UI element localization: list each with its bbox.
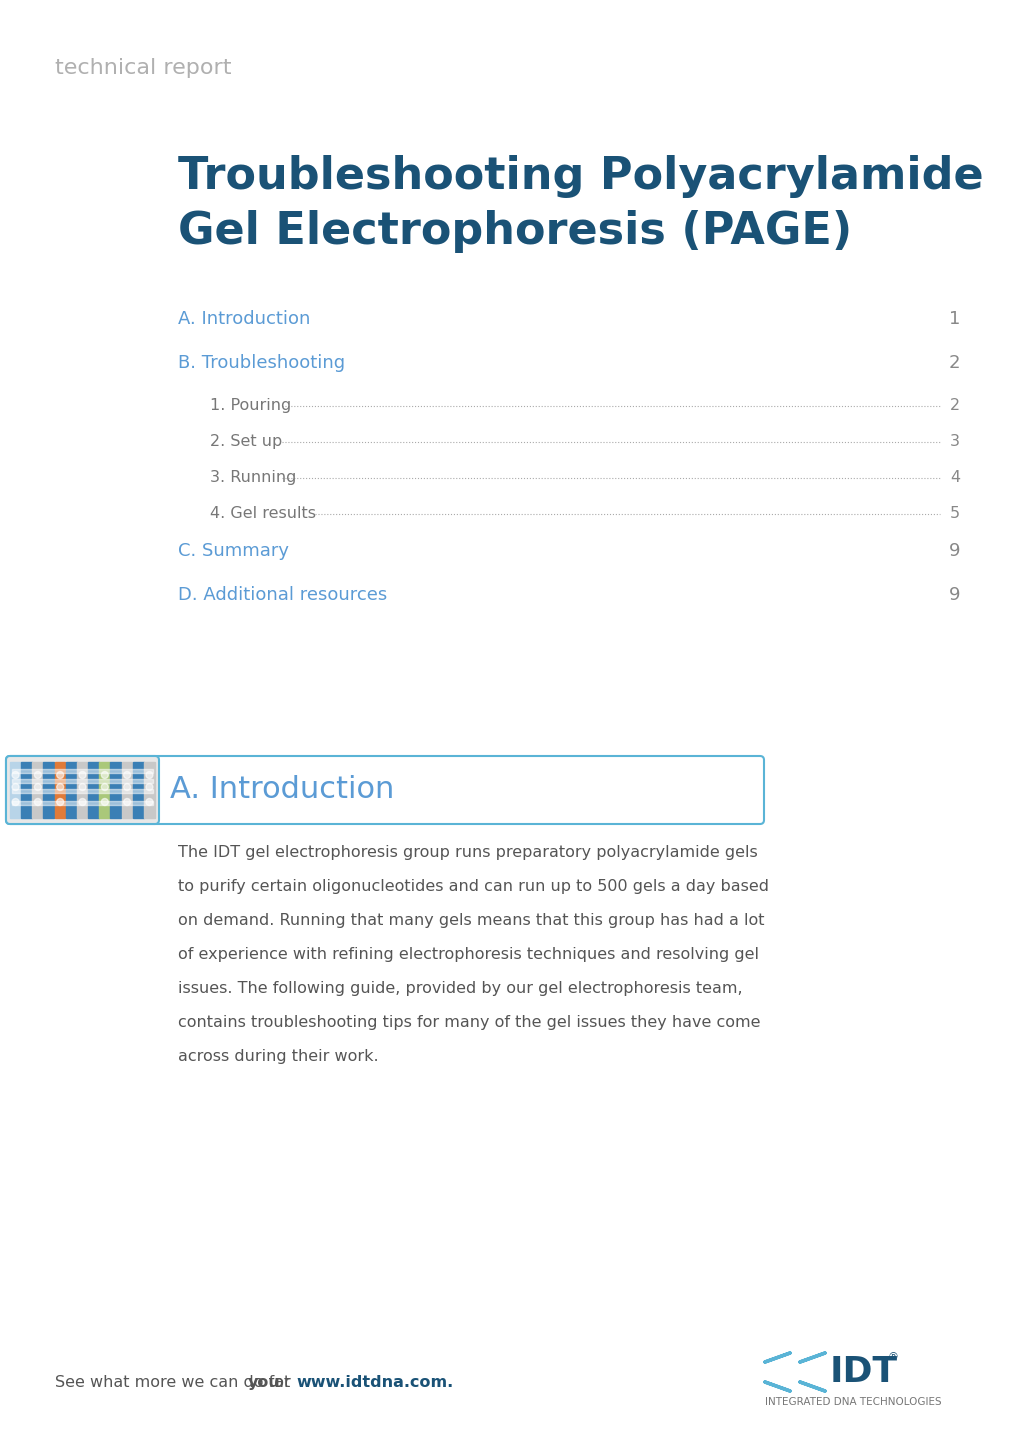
Text: at: at [269,1376,294,1390]
Circle shape [78,799,86,806]
Text: to purify certain oligonucleotides and can run up to 500 gels a day based: to purify certain oligonucleotides and c… [178,880,768,894]
Circle shape [78,771,86,779]
Text: www.idtdna.com.: www.idtdna.com. [297,1376,453,1390]
Circle shape [101,799,108,806]
Bar [99,761,110,818]
Circle shape [12,783,19,790]
Bar [33,761,43,818]
Text: The IDT gel electrophoresis group runs preparatory polyacrylamide gels: The IDT gel electrophoresis group runs p… [178,845,757,859]
Circle shape [146,783,153,790]
Circle shape [123,783,130,790]
Bar [12,789,153,793]
Text: 2: 2 [948,353,959,372]
FancyBboxPatch shape [6,756,763,823]
Text: contains troubleshooting tips for many of the gel issues they have come: contains troubleshooting tips for many o… [178,1015,760,1030]
Text: 4. Gel results: 4. Gel results [210,506,321,521]
Text: 9: 9 [948,585,959,604]
Circle shape [78,783,86,790]
Bar [121,761,132,818]
Bar [110,761,121,818]
Circle shape [123,799,130,806]
Circle shape [57,799,63,806]
Bar [10,761,20,818]
Bar [76,761,88,818]
Circle shape [146,799,153,806]
Circle shape [35,783,42,790]
Circle shape [101,771,108,779]
Text: Gel Electrophoresis (PAGE): Gel Electrophoresis (PAGE) [178,211,852,252]
Circle shape [12,799,19,806]
Text: C. Summary: C. Summary [178,542,288,559]
Text: See what more we can do for: See what more we can do for [55,1376,296,1390]
Text: on demand. Running that many gels means that this group has had a lot: on demand. Running that many gels means … [178,913,764,929]
Text: 2. Set up: 2. Set up [210,434,287,448]
Bar [55,761,65,818]
Text: of experience with refining electrophoresis techniques and resolving gel: of experience with refining electrophore… [178,947,758,962]
Circle shape [57,771,63,779]
Bar [12,769,153,773]
Text: 3. Running: 3. Running [210,470,297,485]
Text: IDT: IDT [829,1355,898,1389]
Circle shape [123,771,130,779]
Bar [44,761,54,818]
Text: 4: 4 [949,470,959,485]
FancyBboxPatch shape [6,756,159,823]
Text: across during their work.: across during their work. [178,1048,378,1064]
Text: 9: 9 [948,542,959,559]
Text: 5: 5 [949,506,959,521]
Text: 2: 2 [949,398,959,412]
Text: issues. The following guide, provided by our gel electrophoresis team,: issues. The following guide, provided by… [178,981,742,996]
Text: ®: ® [888,1353,898,1363]
Text: A. Introduction: A. Introduction [178,310,310,327]
Bar [12,800,153,805]
Text: 1: 1 [948,310,959,327]
Circle shape [146,771,153,779]
Text: you: you [248,1376,280,1390]
Circle shape [35,799,42,806]
Circle shape [12,771,19,779]
Circle shape [57,783,63,790]
Circle shape [101,783,108,790]
Bar [144,761,155,818]
Bar [21,761,32,818]
Text: D. Additional resources: D. Additional resources [178,585,387,604]
Text: A. Introduction: A. Introduction [170,776,394,805]
Text: B. Troubleshooting: B. Troubleshooting [178,353,344,372]
Text: 1. Pouring: 1. Pouring [210,398,291,412]
Bar [65,761,76,818]
Circle shape [35,771,42,779]
Text: technical report: technical report [55,58,231,78]
Text: Troubleshooting Polyacrylamide: Troubleshooting Polyacrylamide [178,154,982,198]
Text: INTEGRATED DNA TECHNOLOGIES: INTEGRATED DNA TECHNOLOGIES [764,1397,941,1407]
Bar [132,761,144,818]
Text: 3: 3 [949,434,959,448]
Bar [12,779,153,783]
Bar [88,761,99,818]
